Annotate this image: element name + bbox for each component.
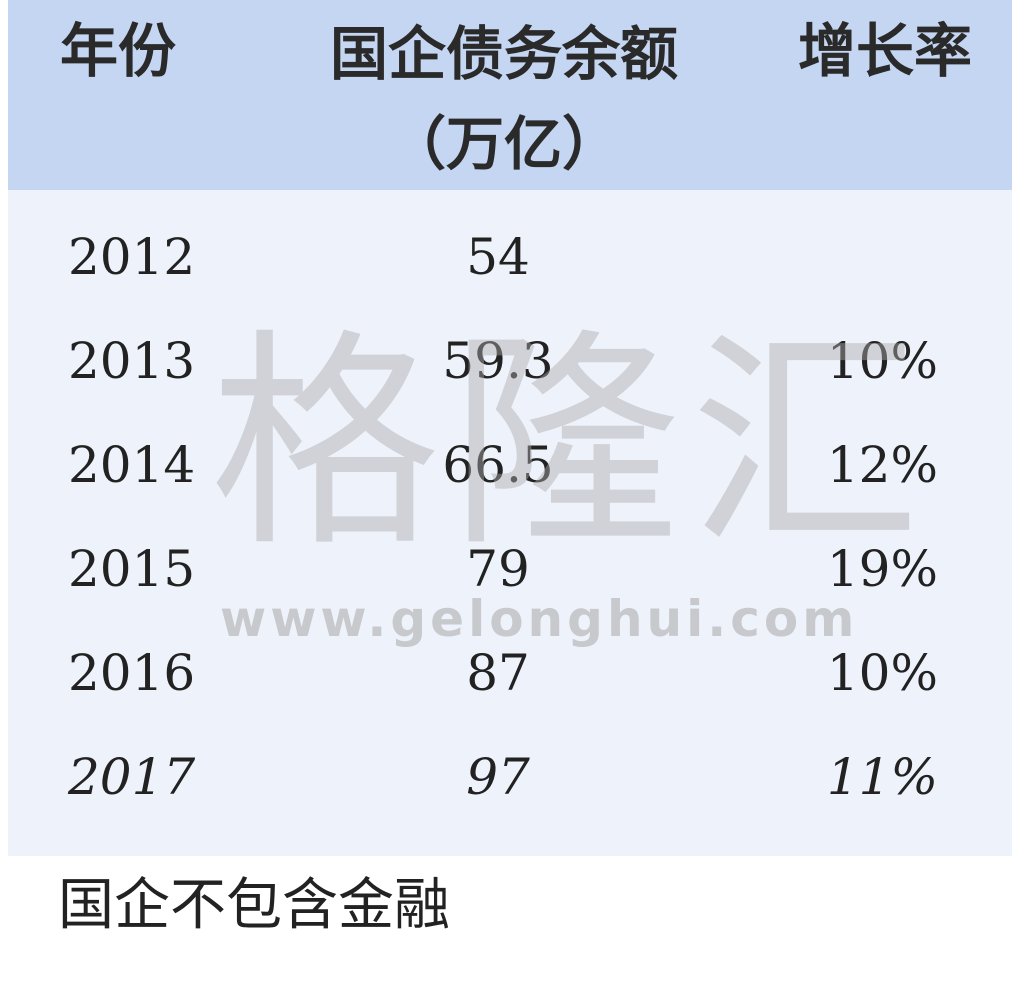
header-debt: 国企债务余额 （万亿） bbox=[304, 4, 704, 194]
cell-year: 2017 bbox=[68, 748, 196, 806]
cell-rate: 11% bbox=[826, 748, 938, 806]
cell-debt: 97 bbox=[466, 748, 530, 806]
cell-year: 2013 bbox=[68, 332, 196, 390]
cell-rate: 12% bbox=[826, 436, 938, 494]
cell-debt: 66.5 bbox=[442, 436, 554, 494]
cell-year: 2014 bbox=[68, 436, 196, 494]
table-row: 2015 79 19% bbox=[8, 517, 1012, 621]
table-row: 2013 59.3 10% bbox=[8, 309, 1012, 413]
footnote: 国企不包含金融 bbox=[58, 873, 450, 938]
cell-debt: 79 bbox=[466, 540, 530, 598]
cell-year: 2012 bbox=[68, 228, 196, 286]
header-debt-unit: （万亿） bbox=[387, 110, 620, 178]
table-row: 2012 54 bbox=[8, 205, 1012, 309]
table-row: 2014 66.5 12% bbox=[8, 413, 1012, 517]
cell-debt: 87 bbox=[466, 644, 530, 702]
data-table: 年份 国企债务余额 （万亿） 增长率 2012 54 2013 59.3 10%… bbox=[8, 0, 1012, 856]
table-header: 年份 国企债务余额 （万亿） 增长率 bbox=[8, 0, 1012, 190]
table-row: 2017 97 11% bbox=[8, 725, 1012, 829]
cell-rate: 10% bbox=[826, 644, 938, 702]
header-rate: 增长率 bbox=[797, 17, 972, 85]
cell-rate bbox=[778, 205, 938, 309]
cell-rate: 19% bbox=[826, 540, 938, 598]
header-year: 年份 bbox=[60, 17, 177, 85]
cell-year: 2016 bbox=[68, 644, 196, 702]
table-row: 2016 87 10% bbox=[8, 621, 1012, 725]
cell-debt: 59.3 bbox=[442, 332, 554, 390]
cell-debt: 54 bbox=[466, 228, 530, 286]
cell-year: 2015 bbox=[68, 540, 196, 598]
cell-rate: 10% bbox=[826, 332, 938, 390]
header-debt-title: 国企债务余额 bbox=[329, 20, 678, 88]
